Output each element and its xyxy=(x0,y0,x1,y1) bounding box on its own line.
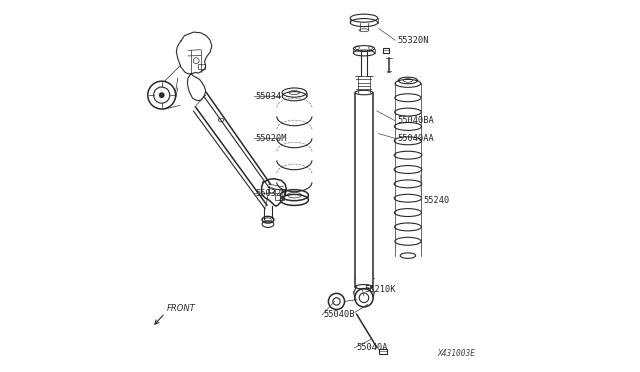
Text: 55034: 55034 xyxy=(256,92,282,101)
Text: FRONT: FRONT xyxy=(167,304,196,313)
Text: 55040A: 55040A xyxy=(356,343,387,352)
FancyBboxPatch shape xyxy=(383,48,389,53)
Text: 55320N: 55320N xyxy=(397,36,428,45)
Text: X431003E: X431003E xyxy=(437,349,476,358)
Text: 55040B: 55040B xyxy=(324,311,355,320)
FancyBboxPatch shape xyxy=(379,349,387,354)
Text: 55240: 55240 xyxy=(423,196,449,205)
Circle shape xyxy=(159,93,164,97)
Bar xyxy=(198,64,205,70)
Text: 55040BA: 55040BA xyxy=(397,116,434,125)
Text: 55020M: 55020M xyxy=(256,134,287,143)
Text: 55032M: 55032M xyxy=(256,189,287,198)
Text: 56210K: 56210K xyxy=(364,285,396,294)
Text: 55040AA: 55040AA xyxy=(397,134,434,143)
Bar xyxy=(275,189,284,200)
